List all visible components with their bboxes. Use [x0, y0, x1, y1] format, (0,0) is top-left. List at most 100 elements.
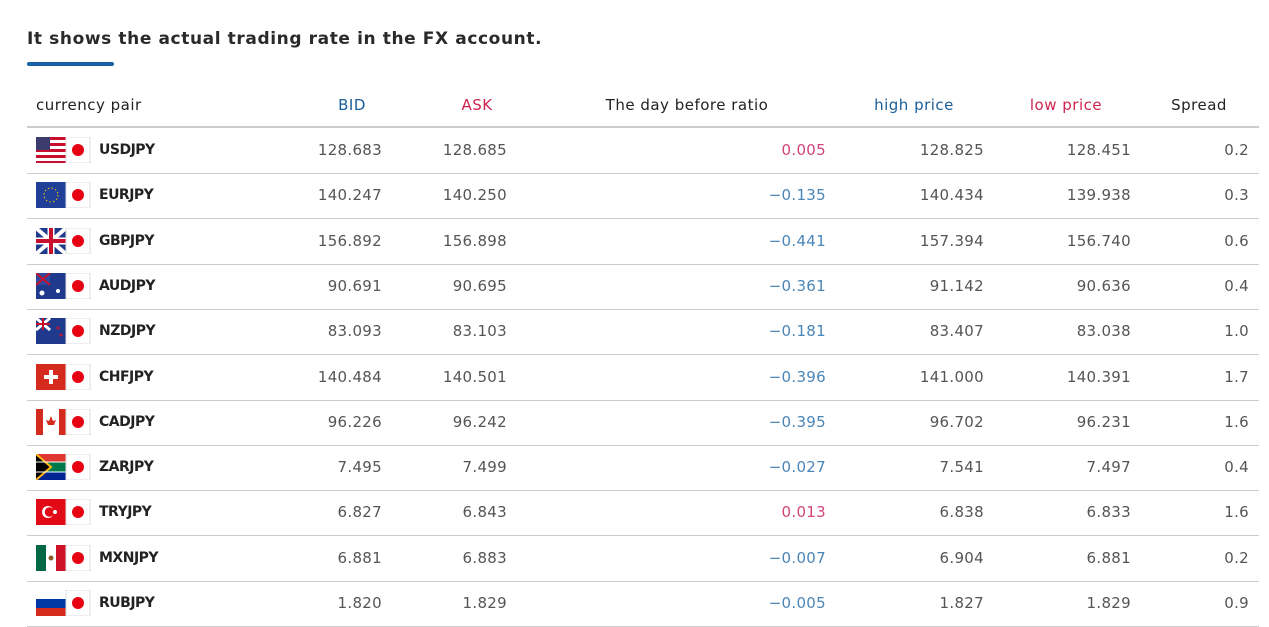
- rate-cell: 1.829: [462, 594, 507, 612]
- rate-cell: 0.4: [1224, 276, 1249, 295]
- rate-cell: 6.838: [939, 503, 984, 522]
- rate-cell: 128.825: [919, 141, 984, 159]
- rate-cell: 90.691: [327, 276, 382, 295]
- rate-cell: 0.2: [1224, 548, 1249, 567]
- rate-cell: 140.391: [1066, 367, 1131, 386]
- currency-flag: [36, 137, 91, 163]
- currency-pair: AUDJPY: [99, 277, 156, 294]
- table-row: NZDJPY 83.093 83.103 −0.181 83.407 83.038 1.0: [27, 309, 1259, 356]
- column-header: Spread: [1171, 96, 1227, 114]
- rate-cell: 140.247: [317, 186, 382, 205]
- rate-cell: 6.881: [1086, 548, 1131, 567]
- rate-cell: 0.4: [1224, 458, 1249, 477]
- rate-cell: 140.484: [317, 367, 382, 386]
- rate-cell: 1.829: [1086, 594, 1131, 612]
- rate-cell: 0.9: [1224, 594, 1249, 612]
- rate-cell: 156.898: [442, 231, 507, 250]
- rate-cell: 140.434: [919, 186, 984, 205]
- column-header: currency pair: [36, 96, 142, 114]
- rate-cell: −0.007: [768, 548, 826, 567]
- rate-cell: 0.013: [781, 503, 826, 522]
- column-header: low price: [1029, 96, 1103, 114]
- table-row: AUDJPY 90.691 90.695 −0.361 91.142 90.636 0.4: [27, 264, 1259, 310]
- table-row: MXNJPY 6.881 6.883 −0.007 6.904 6.881 0.2: [27, 536, 1259, 582]
- page-title: It shows the actual trading rate in the …: [27, 29, 543, 49]
- rate-cell: 0.005: [781, 141, 826, 159]
- rate-cell: 90.636: [1076, 276, 1131, 295]
- currency-pair: RUBJPY: [99, 595, 155, 611]
- rate-cell: 6.881: [337, 548, 382, 567]
- rate-cell: 128.685: [442, 141, 507, 159]
- currency-flag: [36, 227, 91, 254]
- rate-cell: 1.820: [337, 594, 382, 612]
- currency-flag: [36, 318, 91, 345]
- rate-cell: −0.181: [768, 322, 826, 341]
- rate-cell: 91.142: [929, 276, 984, 295]
- currency-pair: EURJPY: [99, 187, 154, 204]
- table-row: GBPJPY 156.892 156.898 −0.441 157.394 156.740…: [27, 219, 1259, 265]
- currency-flag: [36, 590, 91, 616]
- currency-pair: ZARJPY: [99, 459, 154, 476]
- rate-cell: 6.904: [939, 548, 984, 567]
- rate-cell: 83.103: [452, 322, 507, 341]
- currency-pair: MXNJPY: [99, 549, 159, 566]
- rate-cell: 1.6: [1224, 503, 1249, 522]
- rate-cell: 6.883: [462, 548, 507, 567]
- rate-cell: 0.2: [1224, 141, 1249, 159]
- rate-cell: −0.361: [768, 276, 826, 295]
- rate-cell: 83.038: [1076, 322, 1131, 341]
- rate-cell: −0.441: [768, 231, 826, 250]
- rate-cell: 7.495: [337, 458, 382, 477]
- rate-cell: −0.396: [768, 367, 826, 386]
- currency-flag: [36, 544, 91, 571]
- rate-cell: 7.497: [1086, 458, 1131, 477]
- rate-cell: 139.938: [1066, 186, 1131, 205]
- table-row: TRYJPY 6.827 6.843 0.013 6.838 6.833 1.6: [27, 490, 1259, 537]
- rate-cell: −0.135: [768, 186, 826, 205]
- rate-cell: −0.395: [768, 412, 826, 431]
- rate-cell: 156.892: [317, 231, 382, 250]
- currency-flag: [36, 272, 91, 299]
- rate-cell: 140.501: [442, 367, 507, 386]
- rate-cell: 140.250: [442, 186, 507, 205]
- table-row: ZARJPY 7.495 7.499 −0.027 7.541 7.497 0.4: [27, 445, 1259, 492]
- rate-cell: 96.702: [929, 412, 984, 431]
- rate-cell: 90.695: [452, 276, 507, 295]
- rate-cell: 7.499: [462, 458, 507, 477]
- currency-pair: CHFJPY: [99, 368, 154, 385]
- title-underline: [27, 62, 114, 66]
- currency-pair: USDJPY: [99, 142, 155, 158]
- rate-cell: 1.827: [939, 594, 984, 612]
- currency-flag: [36, 499, 91, 526]
- table-row: USDJPY 128.683 128.685 0.005 128.825 128.451 0…: [27, 128, 1259, 174]
- rate-cell: 83.407: [929, 322, 984, 341]
- rate-cell: 1.7: [1224, 367, 1249, 386]
- currency-flag: [36, 408, 91, 435]
- currency-flag: [36, 363, 91, 390]
- rate-cell: 128.683: [317, 141, 382, 159]
- table-row: EURJPY 140.247 140.250 −0.135 140.434 139.938…: [27, 173, 1259, 220]
- currency-pair: CADJPY: [99, 413, 155, 430]
- rate-cell: 0.3: [1224, 186, 1249, 205]
- table-row: CHFJPY 140.484 140.501 −0.396 141.000 140.391…: [27, 355, 1259, 401]
- rate-cell: 141.000: [919, 367, 984, 386]
- rate-cell: 7.541: [939, 458, 984, 477]
- rate-cell: −0.005: [768, 594, 826, 612]
- table-row: RUBJPY 1.820 1.829 −0.005 1.827 1.829 0.9: [27, 581, 1259, 627]
- currency-pair: TRYJPY: [99, 504, 152, 521]
- rate-cell: 1.6: [1224, 412, 1249, 431]
- currency-pair: GBPJPY: [99, 232, 155, 249]
- rate-cell: 6.833: [1086, 503, 1131, 522]
- rate-cell: 128.451: [1066, 141, 1131, 159]
- rate-cell: 1.0: [1224, 322, 1249, 341]
- column-header: high price: [874, 96, 954, 114]
- rate-cell: 0.6: [1224, 231, 1249, 250]
- rate-cell: 156.740: [1066, 231, 1131, 250]
- column-header: BID: [338, 96, 366, 114]
- currency-flag: [36, 182, 91, 209]
- currency-pair: NZDJPY: [99, 323, 156, 340]
- table-header: currency pair BID ASK The day before ratio h…: [27, 84, 1259, 128]
- rate-cell: 96.231: [1076, 412, 1131, 431]
